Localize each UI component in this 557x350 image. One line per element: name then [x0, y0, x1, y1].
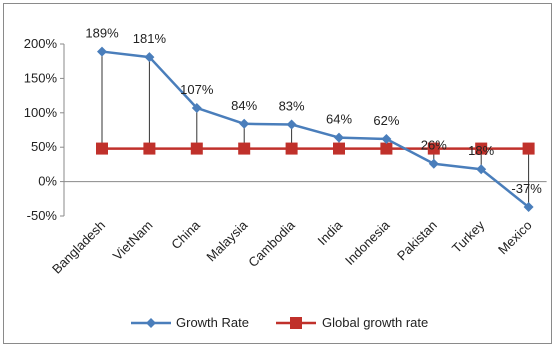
growth-rate-point [97, 46, 107, 57]
y-tick-label: -50% [27, 208, 58, 223]
chart-frame: 200% 150% 100% 50% 0% -50% Bangladesh VietNam C… [3, 3, 552, 344]
global-growth-rate-point [522, 142, 535, 155]
x-tick-label: Malaysia [203, 217, 250, 264]
global-growth-rate-point [190, 142, 203, 155]
growth-rate-data-label: 83% [279, 98, 305, 113]
global-growth-rate-point [475, 142, 488, 155]
x-tick-label: Cambodia [245, 217, 298, 270]
growth-rate-data-label: 64% [326, 112, 352, 127]
y-tick-label: 150% [24, 70, 58, 85]
global-growth-rate-point [427, 142, 440, 155]
growth-rate-point [523, 202, 534, 213]
global-growth-rate-point [333, 142, 345, 155]
legend: Growth Rate Global growth rate [131, 315, 428, 330]
x-tick-label: India [315, 217, 346, 248]
x-tick-label: Indonesia [342, 217, 393, 268]
growth-rate-data-label: 62% [373, 113, 399, 128]
x-tick-label: Turkey [449, 217, 488, 256]
growth-rate-chart: 200% 150% 100% 50% 0% -50% Bangladesh VietNam C… [24, 26, 547, 330]
x-tick-label: VietNam [110, 218, 156, 264]
growth-rate-data-label: 84% [231, 98, 257, 113]
x-tick-label: China [168, 217, 203, 252]
growth-rate-data-label: 189% [85, 26, 119, 41]
global-growth-rate-point [96, 142, 108, 155]
growth-rate-point [191, 102, 202, 113]
growth-rate-point [334, 132, 344, 143]
legend-item-global-growth-rate: Global growth rate [276, 315, 428, 330]
series-group [96, 46, 535, 213]
y-tick-label: 0% [38, 174, 57, 189]
growth-rate-data-label: -37% [511, 181, 542, 196]
growth-rate-point [381, 133, 392, 144]
growth-rate-data-label: 26% [421, 138, 447, 153]
data-labels: 189% 181% 107% 84% 83% 64% 62% 26% 18% -37% [85, 26, 542, 196]
growth-rate-point [476, 164, 487, 175]
growth-rate-point [286, 119, 297, 130]
global-growth-rate-point [380, 142, 393, 155]
x-tick-label: Pakistan [394, 218, 440, 264]
y-tick-label: 200% [24, 36, 58, 51]
global-growth-rate-point [238, 142, 251, 155]
y-axis: 200% 150% 100% 50% 0% -50% [24, 36, 65, 223]
growth-rate-point [144, 52, 155, 63]
growth-rate-point [428, 158, 439, 169]
y-tick-label: 100% [24, 105, 58, 120]
growth-rate-data-label: 181% [133, 31, 167, 46]
legend-growth-rate-label: Growth Rate [176, 315, 249, 330]
global-growth-rate-point [285, 142, 298, 155]
y-tick-label: 50% [31, 139, 57, 154]
growth-rate-data-label: 18% [468, 143, 494, 158]
legend-growth-rate-marker [146, 318, 156, 328]
legend-global-rate-label: Global growth rate [322, 315, 428, 330]
x-tick-label: Bangladesh [49, 218, 108, 277]
x-tick-label: Mexico [495, 218, 535, 258]
global-growth-rate-point [143, 142, 156, 155]
legend-item-growth-rate: Growth Rate [131, 315, 249, 330]
legend-global-rate-marker [290, 317, 302, 329]
growth-rate-line [101, 50, 530, 209]
growth-rate-point [239, 118, 250, 129]
growth-rate-data-label: 107% [180, 82, 214, 97]
